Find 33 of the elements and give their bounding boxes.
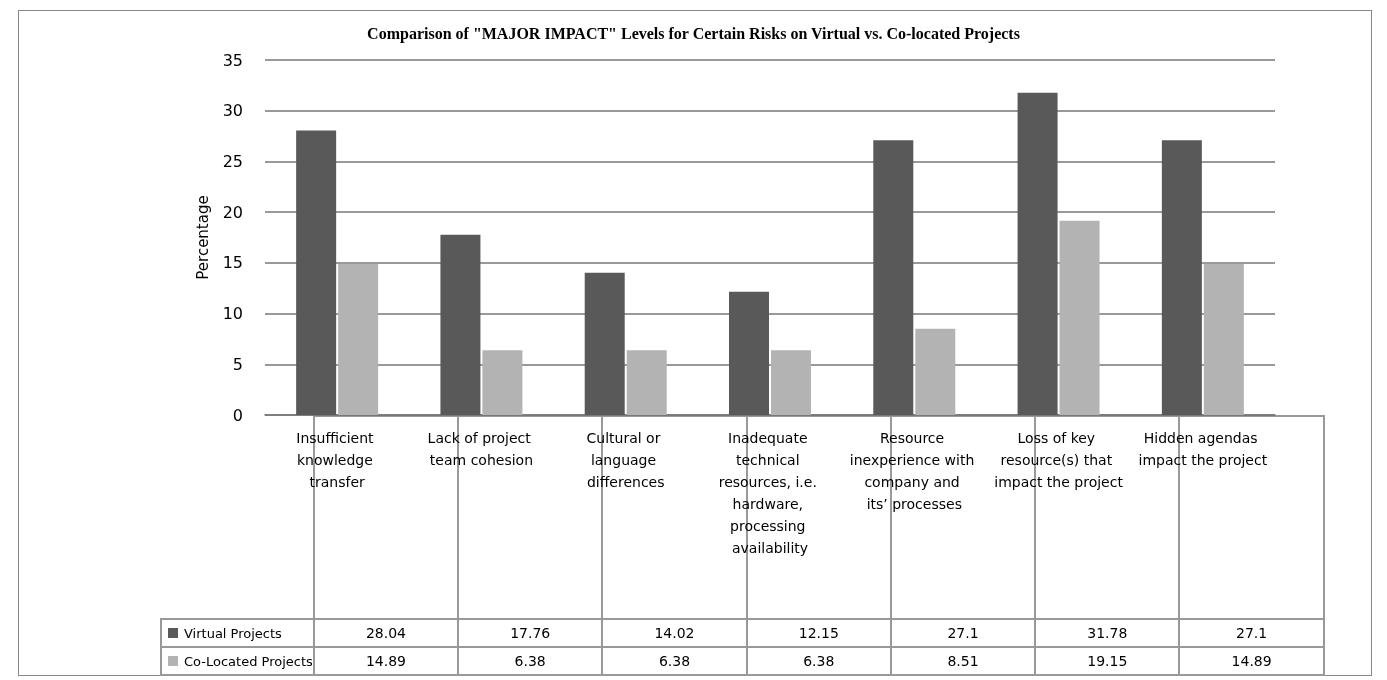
data-label: 27.1 xyxy=(890,619,1036,647)
y-tick-label: 25 xyxy=(222,151,243,171)
x-tick-label: Loss of key resource(s) that impact the project xyxy=(994,430,1124,490)
data-label: 14.02 xyxy=(602,619,747,647)
x-tick-label: Resource inexperience with company and its’ processes xyxy=(849,430,979,512)
data-label: 28.04 xyxy=(313,619,459,647)
data-label: 12.15 xyxy=(746,619,891,647)
x-tick-label: Inadequate technical resources, i.e. hardware, processing availability xyxy=(718,430,822,556)
data-label: 31.78 xyxy=(1035,619,1180,647)
y-tick-label: 5 xyxy=(232,354,243,374)
x-tick-label: Lack of project team cohesion xyxy=(427,430,536,468)
y-tick-label: 20 xyxy=(222,202,243,222)
data-label: 6.38 xyxy=(458,647,603,675)
y-tick-label: 0 xyxy=(232,405,243,425)
x-tick-label: Insufficient knowledge transfer xyxy=(296,430,378,490)
data-label: 27.1 xyxy=(1179,619,1324,647)
legend-label: Virtual Projects xyxy=(161,619,314,647)
y-tick-label: 35 xyxy=(222,50,243,70)
y-tick-label: 15 xyxy=(222,253,243,273)
legend-label: Co-Located Projects xyxy=(161,647,314,675)
data-label: 14.89 xyxy=(313,647,459,675)
chart-title: Comparison of "MAJOR IMPACT" Levels for Certain Risks on Virtual vs. Co-located Projects xyxy=(367,24,1020,43)
data-label: 6.38 xyxy=(602,647,747,675)
data-label: 14.89 xyxy=(1179,647,1324,675)
x-tick-label: Hidden agendas impact the project xyxy=(1138,430,1268,468)
y-tick-label: 30 xyxy=(222,101,243,121)
data-label: 8.51 xyxy=(890,647,1036,675)
data-label: 19.15 xyxy=(1035,647,1180,675)
data-label: 17.76 xyxy=(458,619,603,647)
y-axis-title: Percentage xyxy=(193,195,212,280)
data-label: 6.38 xyxy=(746,647,891,675)
x-tick-label: Cultural or language differences xyxy=(586,430,665,490)
y-tick-label: 10 xyxy=(222,304,243,324)
